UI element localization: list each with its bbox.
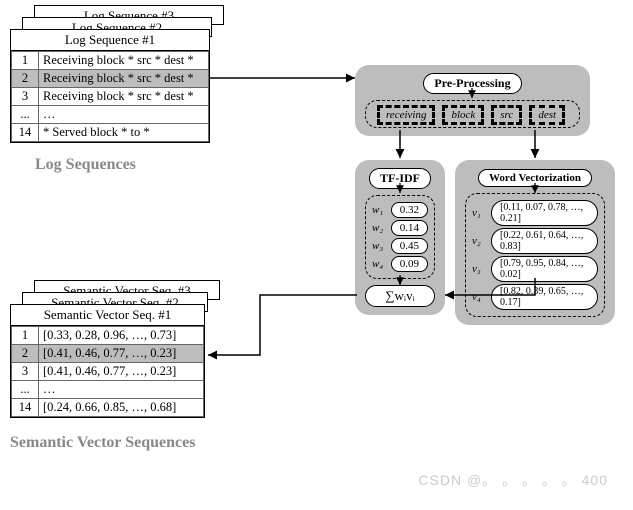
preprocessing-title: Pre-Processing — [423, 73, 521, 94]
table-row: ...… — [12, 106, 209, 124]
formula: ∑wᵢvᵢ — [365, 285, 435, 307]
tfidf-row: w₂0.14 — [372, 220, 428, 236]
vec-card-title: Semantic Vector Seq. #1 — [11, 305, 204, 326]
wordvec-row: v₃[0.79, 0.95, 0.84, …, 0.02] — [472, 256, 598, 282]
tfidf-row: w₃0.45 — [372, 238, 428, 254]
wordvec-row: v₂[0.22, 0.61, 0.64, …, 0.83] — [472, 228, 598, 254]
log-caption: Log Sequences — [35, 156, 136, 174]
token: block — [442, 105, 484, 125]
wordvec-box: Word Vectorization v₁[0.11, 0.07, 0.78, … — [455, 160, 615, 325]
wordvec-group: v₁[0.11, 0.07, 0.78, …, 0.21] v₂[0.22, 0… — [465, 193, 605, 317]
table-row: 14[0.24, 0.66, 0.85, …, 0.68] — [12, 399, 204, 417]
table-row: 1Receiving block * src * dest * — [12, 52, 209, 70]
tfidf-title: TF-IDF — [369, 168, 431, 189]
watermark: CSDN @。 。 。 。 。 400 — [418, 470, 608, 490]
wordvec-row: v₄[0.82, 0.39, 0.65, …, 0.17] — [472, 284, 598, 310]
log-table: 1Receiving block * src * dest * 2Receivi… — [11, 51, 209, 142]
table-row: ...… — [12, 381, 204, 399]
wordvec-title: Word Vectorization — [478, 169, 592, 187]
token: receiving — [377, 105, 436, 125]
table-row: 14* Served block * to * — [12, 124, 209, 142]
token: src — [491, 105, 522, 125]
tfidf-box: TF-IDF w₁0.32 w₂0.14 w₃0.45 w₄0.09 ∑wᵢvᵢ — [355, 160, 445, 315]
log-card-1: Log Sequence #1 1Receiving block * src *… — [10, 29, 210, 143]
tfidf-row: w₁0.32 — [372, 202, 428, 218]
vec-table: 1[0.33, 0.28, 0.96, …, 0.73] 2[0.41, 0.4… — [11, 326, 204, 417]
tfidf-row: w₄0.09 — [372, 256, 428, 272]
preprocessing-box: Pre-Processing receiving block src dest — [355, 65, 590, 136]
table-row: 3[0.41, 0.46, 0.77, …, 0.23] — [12, 363, 204, 381]
token-group: receiving block src dest — [365, 100, 580, 128]
vec-card-1: Semantic Vector Seq. #1 1[0.33, 0.28, 0.… — [10, 304, 205, 418]
log-sequence-stack: Log Sequence #3 Log Sequence #2 Log Sequ… — [10, 5, 220, 165]
table-row: 2[0.41, 0.46, 0.77, …, 0.23] — [12, 345, 204, 363]
table-row: 2Receiving block * src * dest * — [12, 70, 209, 88]
token: dest — [529, 105, 565, 125]
vector-sequence-stack: Semantic Vector Seq. #3 Semantic Vector … — [10, 280, 220, 440]
wordvec-row: v₁[0.11, 0.07, 0.78, …, 0.21] — [472, 200, 598, 226]
table-row: 3Receiving block * src * dest * — [12, 88, 209, 106]
vec-caption: Semantic Vector Sequences — [10, 434, 195, 452]
tfidf-group: w₁0.32 w₂0.14 w₃0.45 w₄0.09 — [365, 195, 435, 279]
log-card-title: Log Sequence #1 — [11, 30, 209, 51]
table-row: 1[0.33, 0.28, 0.96, …, 0.73] — [12, 327, 204, 345]
